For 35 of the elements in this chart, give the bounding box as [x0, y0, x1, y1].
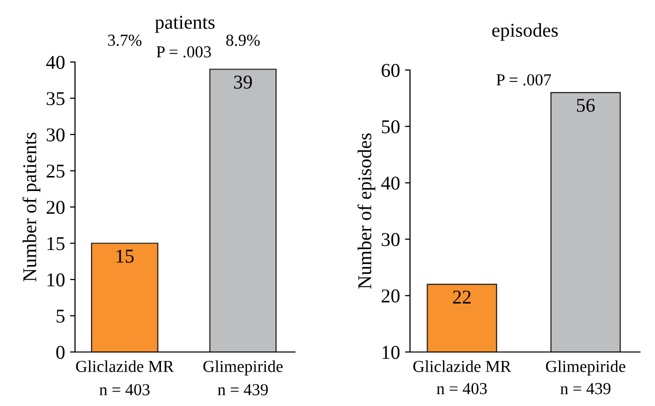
y-tick-label: 25 [46, 164, 65, 178]
y-tick-label: 40 [46, 56, 65, 69]
text: n = 439 [218, 384, 268, 396]
y-tick-label: 15 [48, 237, 65, 250]
text: P = .003 [156, 46, 211, 58]
y-tick-label: 20 [382, 289, 400, 303]
y-tick-label: 5 [56, 310, 65, 323]
chart-title: episodes [492, 23, 558, 41]
y-tick-label: 0 [56, 346, 65, 359]
annotation: P = .007 [496, 74, 552, 86]
y-tick-label: 60 [382, 64, 400, 77]
text: n = 439 [560, 383, 610, 394]
y-axis-title: Number of episodes [357, 133, 376, 289]
x-tick-label: Glimepiride [203, 360, 283, 376]
data-label: 39 [234, 76, 252, 89]
data-label: 22 [453, 290, 471, 304]
y-axis-title: Number of patients [22, 132, 40, 282]
y-tick-label: 40 [381, 176, 400, 190]
y-tick-label: 30 [46, 128, 65, 142]
x-tick-label: Gliclazide MR [413, 360, 512, 372]
data-label: 15 [116, 250, 134, 263]
y-tick-label: 20 [46, 200, 65, 214]
text: n = 403 [436, 382, 487, 394]
y-tick-label: 50 [382, 120, 400, 134]
x-tick-label: Gliclazide MR [76, 360, 174, 372]
data-label: 56 [577, 98, 595, 112]
text: n = 403 [100, 384, 150, 396]
x-tick-label: Glimepiride [546, 360, 626, 376]
y-tick-label: 30 [382, 233, 400, 246]
chart-title: patients [155, 16, 215, 33]
text: 8.9% [226, 34, 260, 46]
y-tick-label: 10 [48, 273, 65, 286]
text: 3.7% [108, 34, 142, 46]
y-tick-label: 35 [46, 92, 65, 106]
y-tick-label: 10 [382, 346, 400, 359]
